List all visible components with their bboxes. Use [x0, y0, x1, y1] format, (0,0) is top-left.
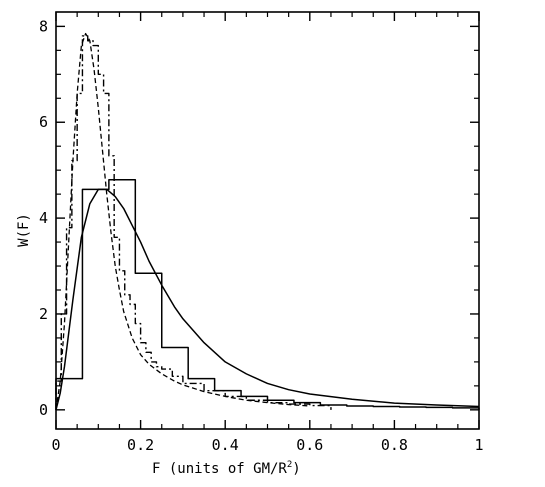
plot-frame — [55, 11, 480, 430]
x-axis-title: F (units of GM/R2) — [152, 460, 301, 477]
series-line-1-histogram — [55, 179, 480, 410]
x-tick-label: 0.4 — [212, 436, 239, 454]
series-line-4-dashed — [55, 32, 310, 410]
x-tick-label: 0.8 — [381, 436, 408, 454]
axis-ticks — [55, 12, 480, 429]
y-tick-label: 4 — [39, 209, 48, 227]
series-line-2-solid — [55, 188, 480, 411]
x-axis-title-tail: ) — [292, 461, 300, 477]
x-tick-label: 0 — [51, 436, 60, 454]
data-series — [55, 32, 480, 411]
x-axis-title-main: F (units of GM/R — [152, 461, 287, 477]
x-tick-label: 0.6 — [296, 436, 323, 454]
y-tick-label: 0 — [39, 401, 48, 419]
y-tick-label: 2 — [39, 305, 48, 323]
x-axis-title-superscript: 2 — [287, 460, 292, 470]
y-tick-label: 8 — [39, 17, 48, 35]
series-line-3-dash-dot — [55, 35, 332, 410]
x-tick-label: 1 — [474, 436, 483, 454]
tick-labels: 0 0.2 0.4 0.6 0.8 1 0 2 4 6 8 — [39, 17, 484, 454]
y-axis-title: W(F) — [16, 213, 32, 247]
x-tick-label: 0.2 — [127, 436, 154, 454]
y-tick-label: 6 — [39, 113, 48, 131]
